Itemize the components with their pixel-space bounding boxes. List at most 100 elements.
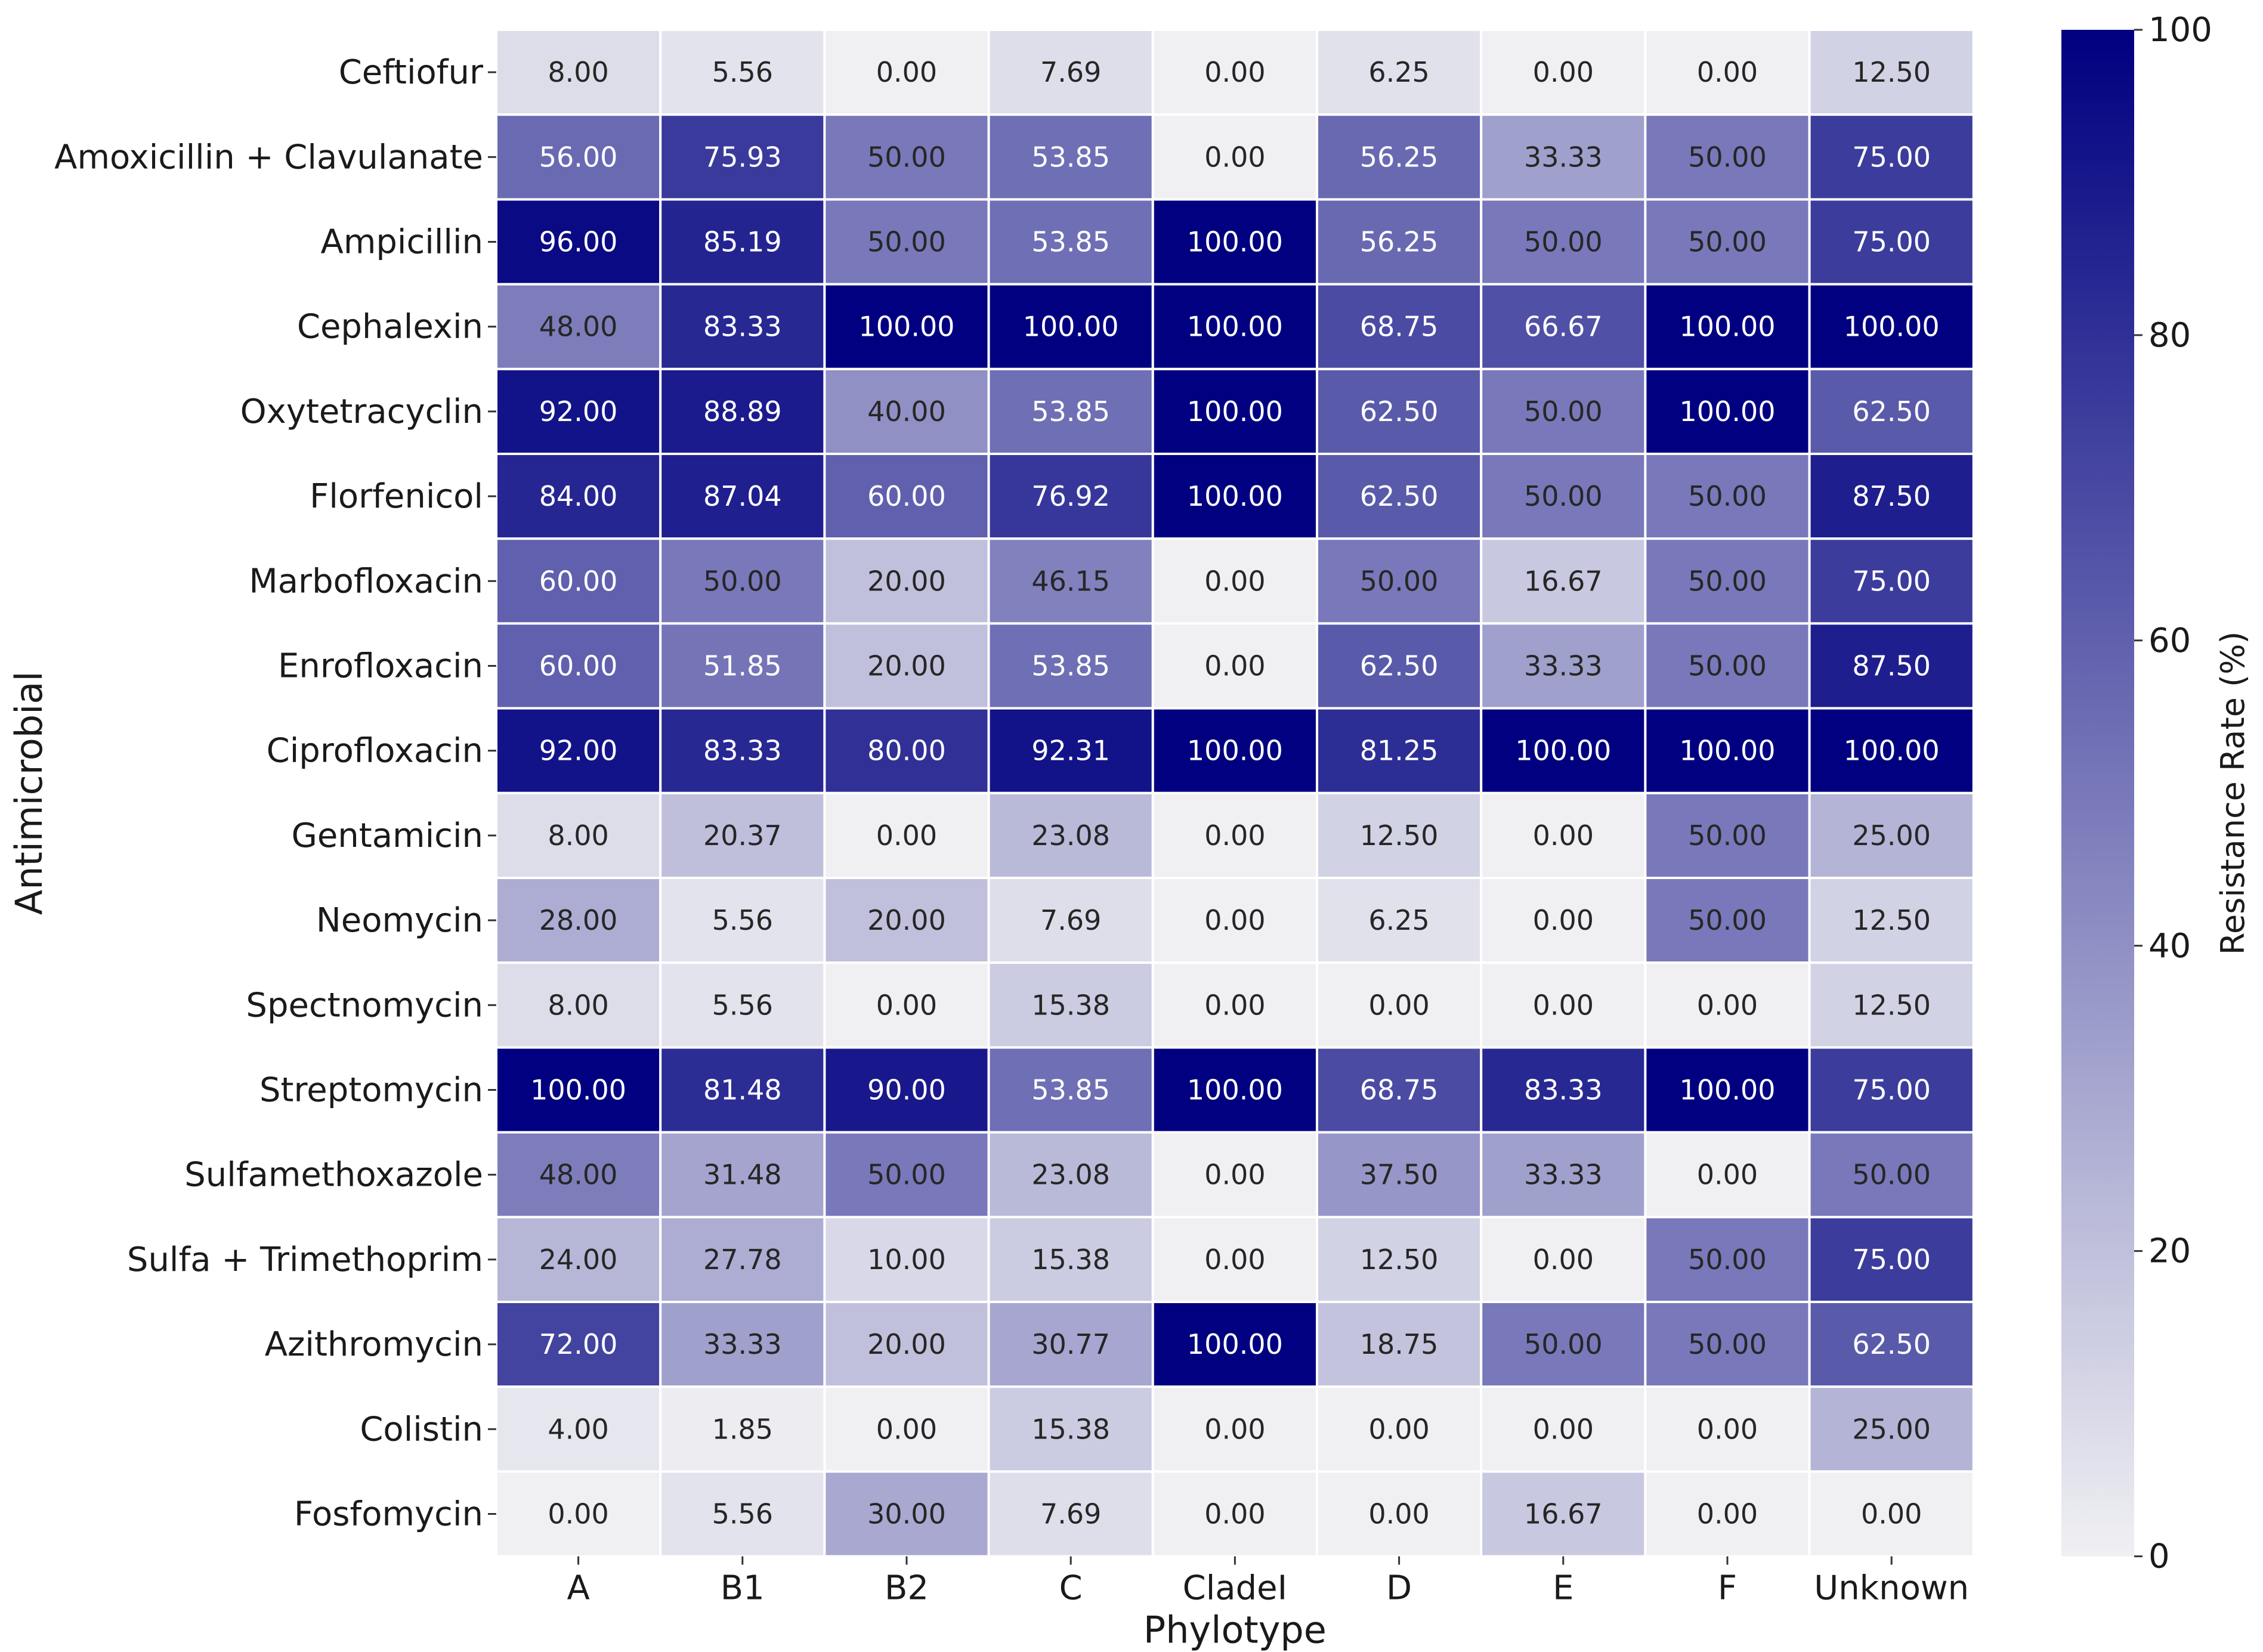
heatmap-cell xyxy=(1151,537,1319,625)
cell-value-label: 66.67 xyxy=(1524,311,1603,343)
cell-value-label: 0.00 xyxy=(876,1413,937,1445)
row-label: Oxytetracyclin xyxy=(240,392,483,431)
cell-value-label: 0.00 xyxy=(1697,989,1758,1021)
heatmap-cell xyxy=(1480,1470,1647,1558)
cell-value-label: 80.00 xyxy=(867,735,946,767)
row-label: Ceftiofur xyxy=(339,53,484,92)
cell-value-label: 100.00 xyxy=(1187,226,1283,258)
cell-value-label: 50.00 xyxy=(867,226,946,258)
heatmap-cell xyxy=(659,283,826,370)
cell-value-label: 75.00 xyxy=(1852,565,1931,597)
row-label: Florfenicol xyxy=(310,477,483,516)
cell-value-label: 53.85 xyxy=(1031,141,1110,173)
heatmap-cell xyxy=(1808,1470,1975,1558)
cell-value-label: 75.00 xyxy=(1852,1243,1931,1276)
colorbar-tick-label: 100 xyxy=(2148,11,2212,50)
cell-value-label: 27.78 xyxy=(703,1243,782,1276)
heatmap-cell xyxy=(495,453,662,540)
column-label: B1 xyxy=(721,1569,765,1608)
cell-value-label: 90.00 xyxy=(867,1074,946,1106)
cell-value-label: 7.69 xyxy=(1040,56,1101,88)
cell-value-label: 50.00 xyxy=(1852,1159,1931,1191)
cell-value-label: 50.00 xyxy=(1524,226,1603,258)
cell-value-label: 56.00 xyxy=(539,141,618,173)
cell-value-label: 0.00 xyxy=(1368,1413,1429,1445)
row-label: Streptomycin xyxy=(259,1071,483,1110)
cell-value-label: 88.89 xyxy=(703,395,782,428)
heatmap-cell xyxy=(823,198,990,286)
heatmap-cell xyxy=(1808,622,1975,710)
heatmap-cell xyxy=(1644,1215,1811,1304)
heatmap-cell xyxy=(495,707,662,794)
cell-value-label: 0.00 xyxy=(1204,141,1265,173)
cell-value-label: 30.77 xyxy=(1031,1328,1110,1360)
y-axis-title: Antimicrobial xyxy=(7,671,51,915)
cell-value-label: 85.19 xyxy=(703,226,782,258)
cell-value-label: 0.00 xyxy=(1204,1159,1265,1191)
cell-value-label: 60.00 xyxy=(867,480,946,512)
row-label: Gentamicin xyxy=(291,816,483,855)
colorbar: 0 20 40 60 80 100 Resistance Rate (%) xyxy=(2061,11,2252,1576)
heatmap-cell xyxy=(1480,1385,1647,1473)
heatmap-cell xyxy=(659,29,826,116)
heatmap-cell xyxy=(495,198,662,286)
cell-value-label: 50.00 xyxy=(1688,141,1767,173)
heatmap-cell xyxy=(1151,1131,1319,1218)
cell-value-label: 53.85 xyxy=(1031,650,1110,682)
heatmap-cell xyxy=(1480,707,1647,794)
cell-value-label: 25.00 xyxy=(1852,1413,1931,1445)
heatmap-cell xyxy=(659,1470,826,1558)
row-label: Neomycin xyxy=(316,901,483,940)
heatmap-cell xyxy=(495,1131,662,1218)
heatmap-cell xyxy=(495,1385,662,1473)
row-label: Ciprofloxacin xyxy=(267,732,483,771)
heatmap-cell xyxy=(1644,1385,1811,1473)
column-label: E xyxy=(1553,1569,1573,1608)
cell-value-label: 6.25 xyxy=(1368,904,1429,936)
cell-value-label: 51.85 xyxy=(703,650,782,682)
heatmap-cell xyxy=(1316,29,1483,116)
cell-value-label: 100.00 xyxy=(1680,735,1776,767)
row-label: Ampicillin xyxy=(321,223,483,262)
heatmap-cell xyxy=(987,1131,1154,1218)
heatmap-cell xyxy=(495,537,662,625)
heatmap-cell xyxy=(495,283,662,370)
heatmap-cell xyxy=(1808,707,1975,794)
cell-value-label: 7.69 xyxy=(1040,904,1101,936)
cell-value-label: 100.00 xyxy=(1187,395,1283,428)
cell-value-label: 12.50 xyxy=(1852,904,1931,936)
cell-value-label: 75.00 xyxy=(1852,141,1931,173)
cell-value-label: 28.00 xyxy=(539,904,618,936)
cell-value-label: 31.48 xyxy=(703,1159,782,1191)
cell-value-label: 20.00 xyxy=(867,1328,946,1360)
heatmap-cell xyxy=(1808,877,1975,964)
heatmap-cell xyxy=(1316,367,1483,455)
cell-value-label: 5.56 xyxy=(712,989,773,1021)
cell-value-label: 23.08 xyxy=(1031,819,1110,852)
heatmap-cell xyxy=(495,113,662,201)
cell-value-label: 0.00 xyxy=(1861,1498,1922,1530)
column-label: D xyxy=(1386,1569,1412,1608)
colorbar-ticks: 0 20 40 60 80 100 xyxy=(2134,11,2212,1576)
column-label: B2 xyxy=(885,1569,929,1608)
row-labels: Ceftiofur Amoxicillin + Clavulanate Ampici… xyxy=(54,53,496,1534)
cell-value-label: 56.25 xyxy=(1360,226,1439,258)
cell-value-label: 100.00 xyxy=(1187,311,1283,343)
heatmap-cell xyxy=(823,1301,990,1388)
cell-value-label: 7.69 xyxy=(1040,1498,1101,1530)
heatmap-cell xyxy=(987,1385,1154,1473)
cell-value-label: 6.25 xyxy=(1368,56,1429,88)
column-labels: A B1 B2 C CladeI D E F Unknown xyxy=(567,1556,1969,1608)
column-label: Unknown xyxy=(1814,1569,1969,1608)
row-label: Amoxicillin + Clavulanate xyxy=(54,138,483,177)
cell-value-label: 12.50 xyxy=(1360,819,1439,852)
cell-value-label: 50.00 xyxy=(1688,1328,1767,1360)
heatmap-cell xyxy=(1316,1215,1483,1304)
row-label: Enrofloxacin xyxy=(278,647,483,686)
cell-value-label: 50.00 xyxy=(1688,819,1767,852)
column-label: C xyxy=(1059,1569,1083,1608)
cell-value-label: 50.00 xyxy=(1688,1243,1767,1276)
heatmap-cell xyxy=(659,1046,826,1134)
heatmap-cell xyxy=(1644,877,1811,964)
heatmap-cell xyxy=(823,791,990,880)
